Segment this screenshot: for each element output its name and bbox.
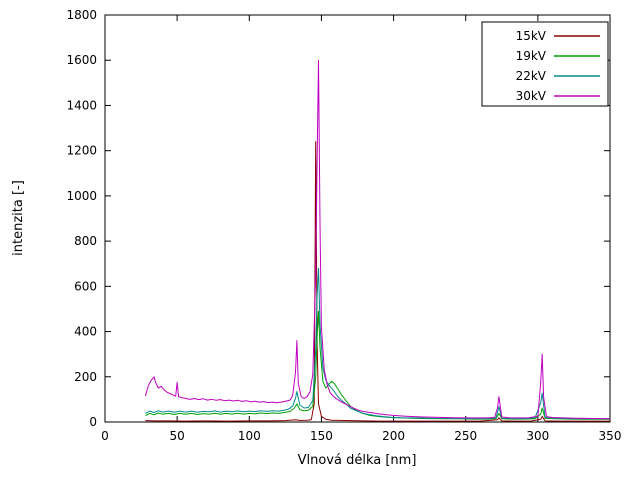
x-tick-label: 0 [101,429,109,443]
legend-label-22kV: 22kV [516,69,547,83]
x-tick-label: 150 [310,429,333,443]
legend-label-15kV: 15kV [516,29,547,43]
y-tick-label: 1000 [66,189,97,203]
y-tick-label: 800 [74,234,97,248]
x-tick-label: 200 [382,429,405,443]
x-tick-label: 100 [238,429,261,443]
x-tick-label: 350 [599,429,622,443]
plot-border [104,14,611,423]
y-tick-label: 1800 [66,8,97,22]
y-tick-label: 1200 [66,144,97,158]
y-tick-label: 1400 [66,98,97,112]
y-tick-label: 200 [74,370,97,384]
plot-generated-layer: 0 50 100 150 200 250 300 350 0 200 400 600 800 1000 12… [66,8,621,443]
series-line-15kV [145,141,610,422]
legend-label-30kV: 30kV [516,89,547,103]
x-tick-label: 50 [170,429,185,443]
series-line-19kV [145,310,610,420]
y-tick-label: 1600 [66,53,97,67]
series-line-30kV [144,59,610,420]
x-axis-label: Vlnová délka [nm] [298,453,417,468]
x-tick-label: 250 [454,429,477,443]
y-axis-label: intenzita [-] [11,180,26,256]
y-tick-label: 0 [89,415,97,429]
y-tick-label: 400 [74,325,97,339]
legend-label-19kV: 19kV [516,49,547,63]
series-line-22kV [145,267,610,420]
y-tick-label: 600 [74,279,97,293]
x-tick-label: 300 [526,429,549,443]
